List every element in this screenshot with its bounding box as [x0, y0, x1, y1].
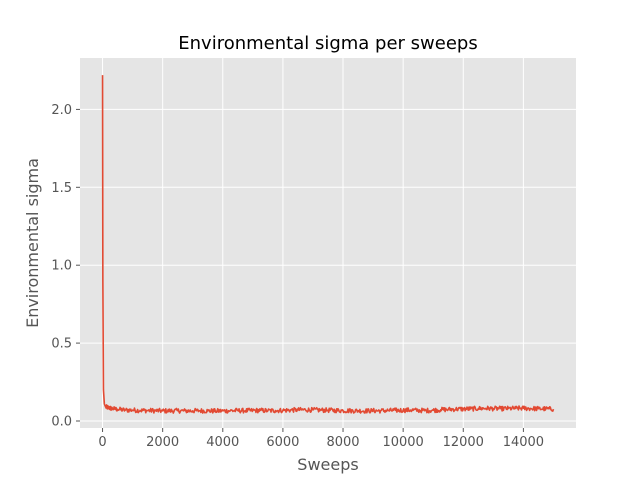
x-tick-label: 2000: [146, 435, 179, 450]
y-axis-label: Environmental sigma: [23, 158, 42, 328]
x-tick-label: 12000: [443, 435, 484, 450]
ticks-layer: 0 2000 4000 6000 8000 10000 12000 14000 0.0 0.5 1.…: [51, 103, 544, 450]
series-line: [101, 75, 555, 414]
x-tick-label: 14000: [503, 435, 544, 450]
x-tick-label: 0: [98, 435, 106, 450]
y-tick-label: 0.5: [51, 337, 72, 352]
x-tick-label: 6000: [266, 435, 299, 450]
y-tick-label: 1.5: [51, 181, 72, 196]
grid: [80, 58, 576, 428]
x-tick-label: 4000: [206, 435, 239, 450]
y-tick-label: 2.0: [51, 103, 72, 118]
y-tick-label: 1.0: [51, 259, 72, 274]
x-tick-label: 10000: [382, 435, 423, 450]
y-tick-label: 0.0: [51, 414, 72, 429]
x-tick-label: 8000: [326, 435, 359, 450]
chart-title: Environmental sigma per sweeps: [178, 33, 477, 54]
series-layer: [101, 75, 555, 414]
plot-background: [80, 58, 576, 428]
x-axis-label: Sweeps: [297, 455, 358, 474]
